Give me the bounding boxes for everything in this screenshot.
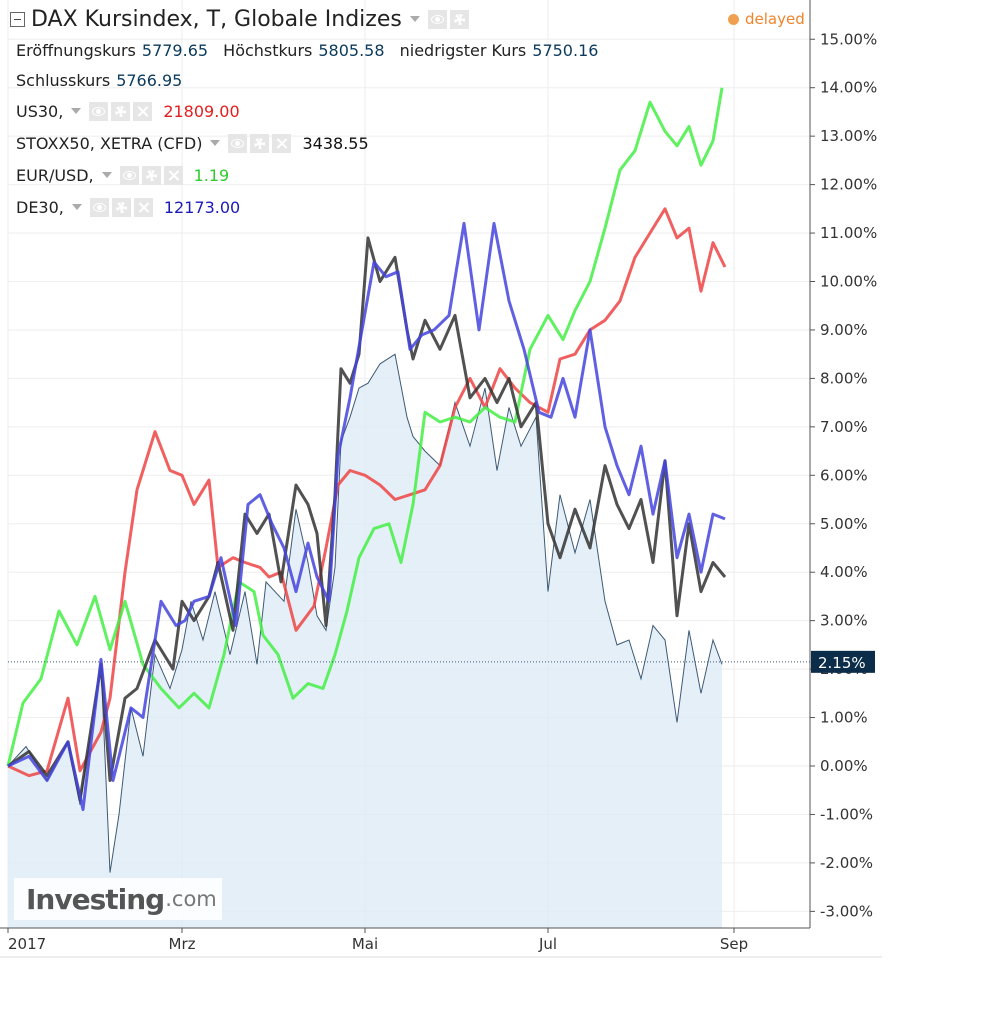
series-name-us30[interactable]: US30, [16,101,64,121]
series-lines-layer [6,87,810,812]
main-symbol-row: DAX Kursindex, T, Globale Indizes [10,6,472,32]
y-tick-label: 14.00% [820,79,877,97]
chevron-down-icon[interactable] [210,140,221,146]
close-icon[interactable] [133,197,153,217]
y-tick-label: 6.00% [820,466,868,484]
open-value: 5779.65 [141,41,209,60]
y-tick-label: 13.00% [820,127,877,145]
eye-icon[interactable] [119,165,139,185]
y-tick-label: 0.00% [820,757,868,775]
gear-icon[interactable] [111,101,131,121]
close-icon[interactable] [163,165,183,185]
status-dot-icon [728,13,739,25]
investing-logo: Investing .com [14,878,222,920]
series-name-eurusd[interactable]: EUR/USD, [16,165,94,185]
y-tick-label: -2.00% [820,854,873,872]
y-tick-label: -1.00% [820,805,873,823]
logo-main-text: Investing [26,882,165,916]
y-tick-label: 3.00% [820,612,868,630]
chevron-down-icon[interactable] [71,108,82,114]
close-value: 5766.95 [116,71,183,90]
y-tick-label: 4.00% [820,563,868,581]
close-icon[interactable] [272,133,292,153]
eye-icon[interactable] [228,133,248,153]
y-tick-label: 15.00% [820,30,877,48]
high-value: 5805.58 [318,41,385,60]
low-label: niedrigster Kurs [399,41,527,60]
main-symbol-title[interactable]: DAX Kursindex, T, Globale Indizes [31,6,402,32]
series-value-us30: 21809.00 [163,101,240,121]
y-tick-label: 10.00% [820,273,877,291]
de30-series-line[interactable] [7,221,726,812]
delayed-indicator: delayed [728,10,805,28]
high-label: Höchstkurs [223,41,313,60]
chevron-down-icon[interactable] [101,172,112,178]
close-value-row: Schlusskurs 5766.95 [16,71,192,90]
x-tick-label: Jul [538,935,557,953]
chevron-down-icon[interactable] [409,16,420,22]
y-tick-label: 7.00% [820,418,868,436]
gear-icon[interactable] [111,197,131,217]
series-value-stoxx50: 3438.55 [302,133,369,153]
gear-icon[interactable] [141,165,161,185]
y-tick-label: 1.00% [820,709,868,727]
y-tick-label: 11.00% [820,224,877,242]
us30-series-line[interactable] [7,207,727,778]
axes-layer: 15.00% 14.00% 13.00% 12.00% 11.00% 10.00% 9.00… [0,0,882,958]
series-value-eurusd: 1.19 [193,165,230,185]
collapse-legend-button[interactable] [10,11,25,27]
close-label: Schlusskurs [16,71,111,90]
eye-icon[interactable] [89,197,109,217]
x-tick-label: Mrz [169,935,196,953]
chevron-down-icon[interactable] [71,204,82,210]
y-tick-label: -3.00% [820,902,873,920]
legend-row-stoxx50: STOXX50, XETRA (CFD) 3438.55 [16,132,369,154]
legend-row-us30: US30, 21809.00 [16,100,240,122]
main-area-layer [7,353,723,928]
series-value-de30: 12173.00 [163,197,241,217]
logo-sub-text: .com [165,887,217,911]
legend-row-de30: DE30, 12173.00 [16,196,240,218]
eye-icon[interactable] [89,101,109,121]
y-tick-label: 9.00% [820,321,868,339]
gear-icon[interactable] [449,9,469,29]
x-tick-label: Mai [352,935,378,953]
dax-main-area [8,354,722,928]
gear-icon[interactable] [250,133,270,153]
series-name-stoxx50[interactable]: STOXX50, XETRA (CFD) [16,133,203,153]
delayed-label: delayed [745,10,805,28]
low-value: 5750.16 [532,41,599,60]
eye-icon[interactable] [427,9,447,29]
x-tick-label: Sep [720,935,748,953]
series-name-de30[interactable]: DE30, [16,197,64,217]
y-tick-label: 8.00% [820,369,868,387]
close-icon[interactable] [133,101,153,121]
stoxx50-series-line[interactable] [7,236,727,802]
y-tick-label: 5.00% [820,515,868,533]
ohlc-values-row: Eröffnungskurs 5779.65 Höchstkurs 5805.58 … [16,41,608,60]
y-tick-label: 12.00% [820,176,877,194]
last-value-badge [811,650,875,673]
dax-main-line [7,353,723,873]
legend-row-eurusd: EUR/USD, 1.19 [16,164,229,186]
x-tick-label: 2017 [8,935,46,953]
open-label: Eröffnungskurs [16,41,136,60]
last-value-label: 2.15% [818,654,866,672]
